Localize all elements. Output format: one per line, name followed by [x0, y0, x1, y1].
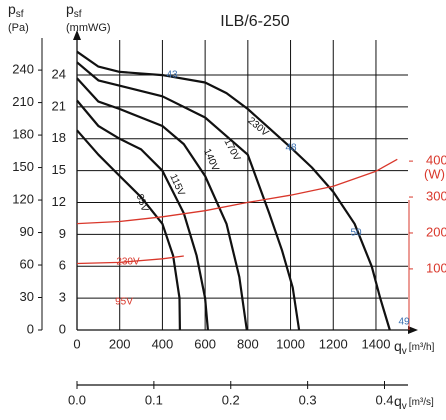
series-label: 230V — [245, 115, 270, 139]
pa-tick-label: 120 — [12, 191, 34, 206]
pa-tick-label: 240 — [12, 62, 34, 77]
series-line — [76, 50, 391, 331]
pa-tick-label: 210 — [12, 94, 34, 109]
x-tick-label: 600 — [194, 336, 216, 351]
y2-tick-label: 400 — [426, 153, 446, 168]
y-tick-label: 15 — [52, 162, 66, 177]
y-tick-label: 9 — [59, 226, 66, 241]
annotation: 48 — [285, 143, 297, 154]
pa-tick-label: 180 — [12, 127, 34, 142]
axis-label-unit: (mmWG) — [66, 22, 111, 34]
axis-label-main: q — [394, 393, 402, 409]
x-axis-arrow — [408, 326, 418, 334]
y-tick-label: 3 — [59, 290, 66, 305]
x-tick-label: 1000 — [276, 336, 305, 351]
y2-tick-label: 100 — [426, 260, 446, 275]
x2-tick-label: 0.3 — [299, 392, 317, 407]
series-label: 140V — [201, 147, 221, 173]
y-tick-label: 24 — [52, 66, 66, 81]
x-tick-label: 1400 — [362, 336, 391, 351]
y-tick-label: 0 — [59, 321, 66, 336]
y-tick-label: 12 — [52, 194, 66, 209]
axis-label: psf (mmWG) — [66, 1, 111, 34]
axis-label-main: p — [8, 1, 16, 17]
y-axis-arrow — [73, 30, 81, 40]
y2-tick-label: 200 — [426, 224, 446, 239]
chart-title: ILB/6-250 — [220, 13, 289, 30]
y-tick-label: 18 — [52, 130, 66, 145]
axis-label-unit: [m³/h] — [409, 342, 435, 353]
pa-tick-label: 150 — [12, 159, 34, 174]
y-tick-label: 21 — [52, 98, 66, 113]
series-label: 95V — [134, 193, 151, 214]
x-tick-label: 200 — [109, 336, 131, 351]
series-line — [76, 158, 398, 225]
y2-tick-label: 300 — [426, 188, 446, 203]
series-line — [76, 77, 248, 331]
axis-label-sub: v — [402, 401, 407, 412]
x-tick-label: 400 — [152, 336, 174, 351]
axis-label-unit: [m³/s] — [409, 397, 434, 408]
axis-label-main: p — [66, 1, 74, 17]
axis-label-unit: (Pa) — [8, 22, 29, 34]
x-tick-label: 1200 — [319, 336, 348, 351]
y-tick-label: 6 — [59, 258, 66, 273]
pa-tick-label: 90 — [20, 224, 34, 239]
y2-label: (W) — [424, 166, 445, 181]
x2-tick-label: 0.4 — [375, 392, 393, 407]
x-tick-label: 800 — [237, 336, 259, 351]
series-line — [76, 61, 301, 331]
annotation: 50 — [350, 228, 362, 239]
series-line — [76, 129, 181, 331]
axis-label: qv [m³/s] — [394, 393, 434, 412]
series-label: 170V — [222, 137, 243, 163]
axis-label: psf (Pa) — [8, 1, 29, 34]
x-tick-label: 0 — [73, 336, 80, 351]
annotation: 43 — [166, 70, 178, 81]
pa-tick-label: 0 — [27, 321, 34, 336]
axis-label: qv [m³/h] — [394, 338, 435, 357]
series-line — [76, 99, 209, 331]
axis-label-sub: sf — [74, 9, 82, 20]
axis-label-sub: v — [402, 346, 407, 357]
series-line — [76, 255, 184, 265]
x2-tick-label: 0.1 — [145, 392, 163, 407]
pa-tick-label: 30 — [20, 289, 34, 304]
annotation: 49 — [398, 317, 410, 328]
pa-tick-label: 60 — [20, 256, 34, 271]
axis-label-main: q — [394, 338, 402, 354]
x2-tick-label: 0.2 — [222, 392, 240, 407]
axis-label-sub: sf — [16, 9, 24, 20]
series-label: 95V — [115, 297, 133, 308]
x2-tick-label: 0.0 — [68, 392, 86, 407]
